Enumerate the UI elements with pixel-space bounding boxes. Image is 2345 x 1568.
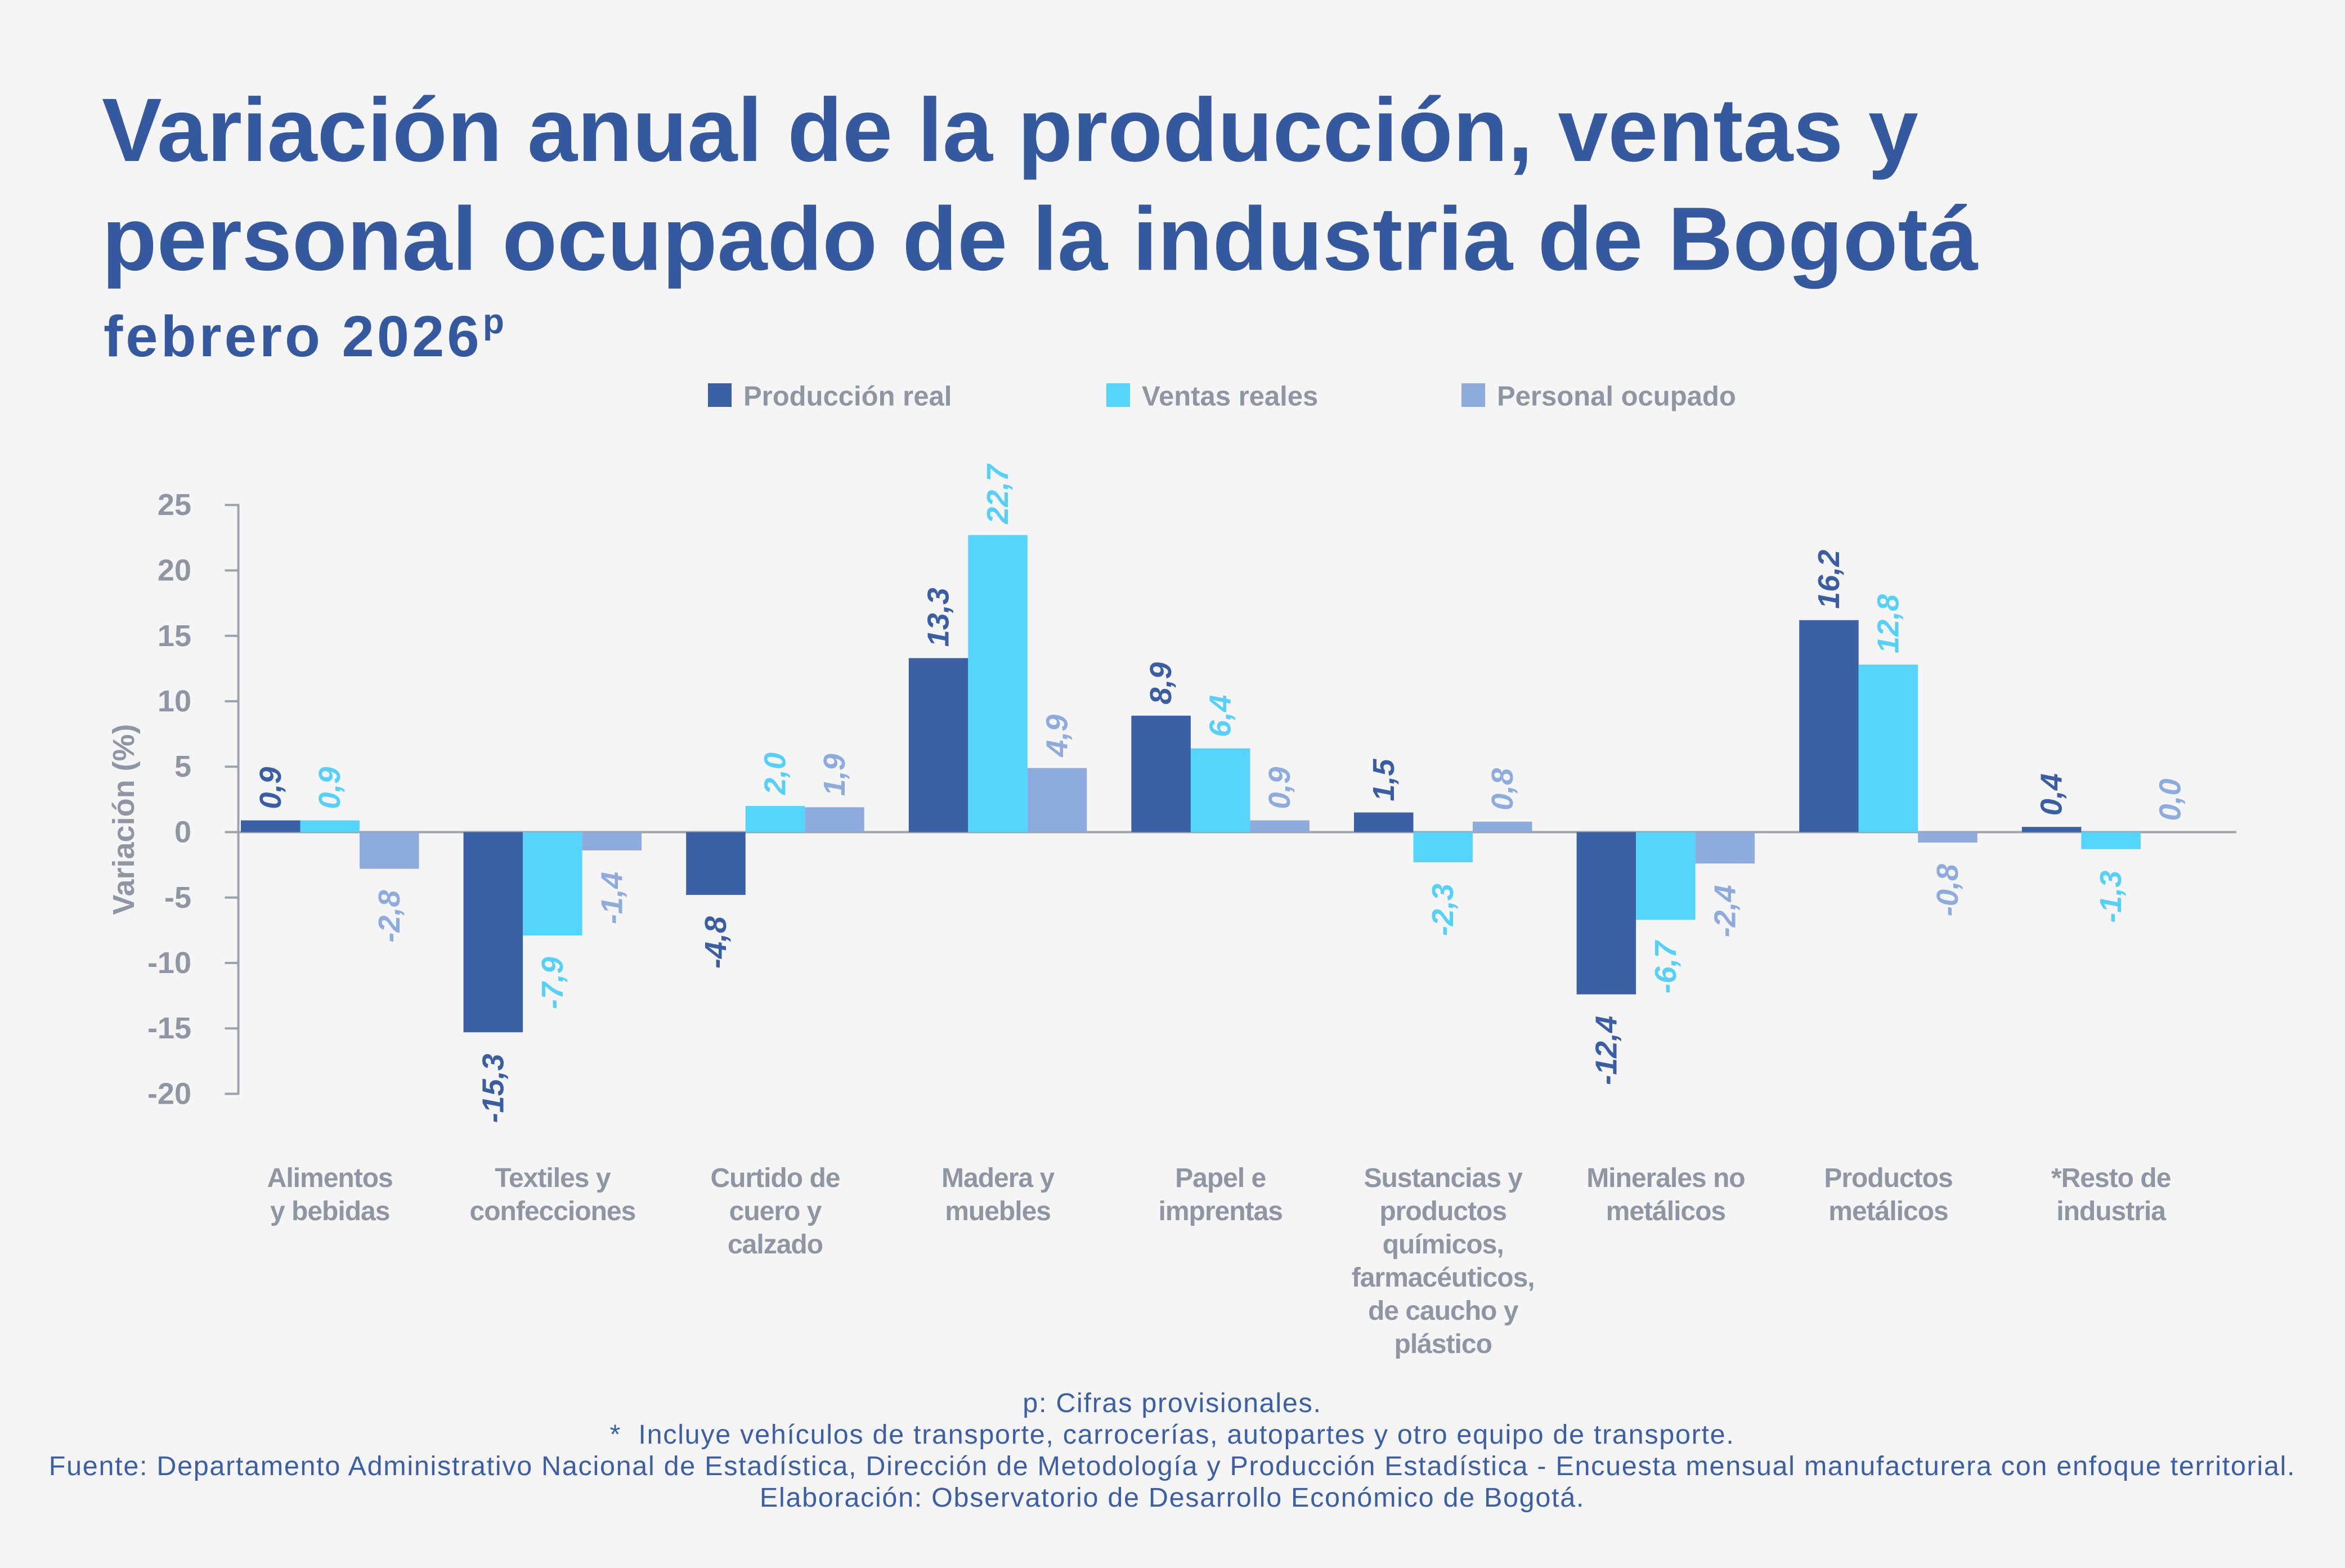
svg-text:4,9: 4,9 [1041,715,1074,758]
svg-text:p: Cifras provisionales.: p: Cifras provisionales. [1023,1388,1321,1418]
svg-text:Variación (%): Variación (%) [107,724,141,915]
svg-text:-2,8: -2,8 [373,890,406,943]
svg-text:0: 0 [174,816,191,849]
svg-text:-12,4: -12,4 [1589,1016,1623,1085]
svg-text:0,9: 0,9 [1263,767,1297,809]
svg-text:8,9: 8,9 [1144,662,1178,705]
svg-text:-2,3: -2,3 [1426,884,1460,936]
svg-text:-2,4: -2,4 [1708,885,1742,937]
svg-text:0,8: 0,8 [1486,768,1519,810]
svg-text:Ventas reales: Ventas reales [1142,382,1318,412]
svg-text:febrero 2026: febrero 2026 [104,304,482,369]
svg-text:1,9: 1,9 [818,754,851,796]
svg-text:25: 25 [158,488,191,522]
svg-text:12,8: 12,8 [1872,594,1905,653]
svg-text:13,3: 13,3 [922,588,956,647]
svg-text:-10: -10 [147,946,191,980]
svg-text:Variación anual de la producci: Variación anual de la producción, ventas… [102,79,1918,180]
svg-text:5: 5 [174,750,191,783]
svg-text:20: 20 [158,554,191,588]
svg-text:Personal ocupado: Personal ocupado [1497,382,1736,412]
svg-text:Elaboración: Observatorio de D: Elaboración: Observatorio de Desarrollo … [760,1482,1585,1513]
svg-text:10: 10 [158,684,191,718]
svg-text:1,5: 1,5 [1367,759,1401,801]
svg-text:-1,4: -1,4 [595,872,629,924]
svg-text:-20: -20 [147,1077,191,1111]
svg-text:Producción real: Producción real [743,382,952,412]
svg-text:0,4: 0,4 [2035,773,2069,816]
svg-text:-5: -5 [164,881,191,915]
svg-text:6,4: 6,4 [1204,695,1237,737]
svg-text:0,9: 0,9 [254,767,288,809]
svg-text:-7,9: -7,9 [536,957,570,1009]
svg-text:0,9: 0,9 [313,767,347,809]
svg-text:-6,7: -6,7 [1649,939,1683,993]
svg-text:-4,8: -4,8 [699,916,733,969]
svg-text:personal ocupado de la industr: personal ocupado de la industria de Bogo… [102,189,1979,289]
svg-text:22,7: 22,7 [981,463,1015,525]
svg-text:15: 15 [158,619,191,653]
svg-text:-15: -15 [147,1011,191,1045]
svg-text:2,0: 2,0 [759,752,792,795]
svg-text:-1,3: -1,3 [2094,871,2128,923]
svg-text:-15,3: -15,3 [476,1054,510,1123]
svg-text:* Incluye vehículos de transp: * Incluye vehículos de transporte, carro… [609,1419,1734,1450]
svg-text:16,2: 16,2 [1812,550,1846,609]
svg-text:p: p [483,302,504,341]
svg-text:-0,8: -0,8 [1931,864,1965,916]
svg-text:Fuente: Departamento Administr: Fuente: Departamento Administrativo Naci… [49,1451,2295,1481]
svg-text:0,0: 0,0 [2154,778,2187,821]
